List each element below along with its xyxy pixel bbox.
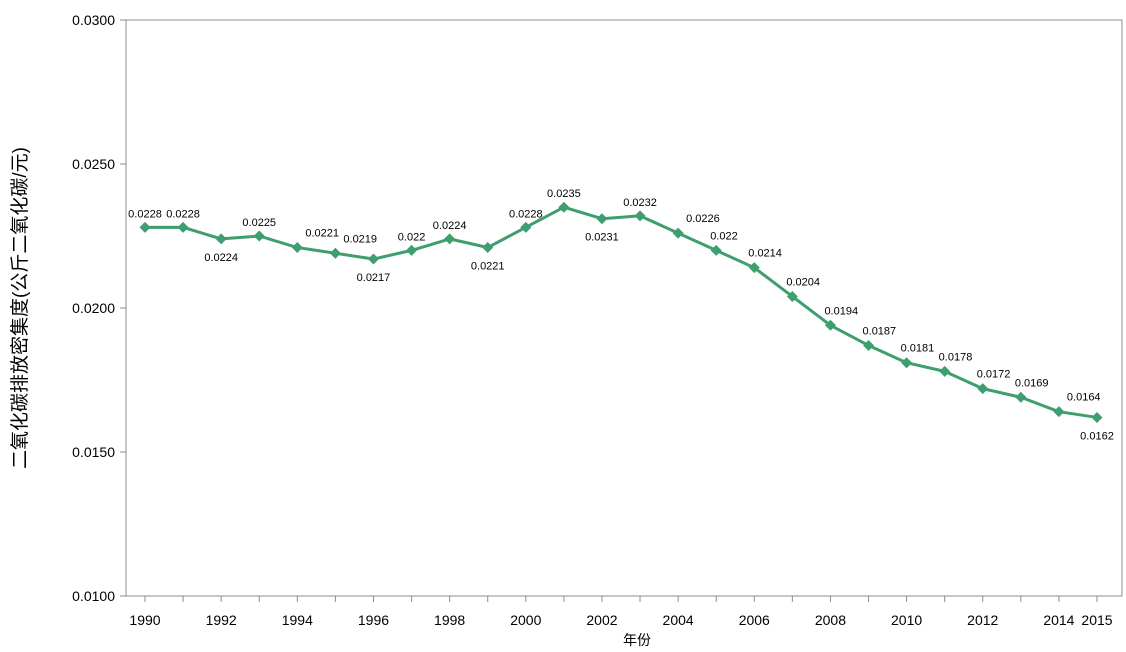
data-point: [1015, 391, 1027, 403]
data-point: [139, 221, 151, 233]
data-label: 0.0228: [509, 208, 543, 220]
data-point: [329, 247, 341, 259]
data-label: 0.0225: [242, 217, 276, 229]
data-point: [1091, 411, 1103, 423]
y-axis: 0.0100 0.0150 0.0200 0.0250 0.0300: [72, 12, 126, 604]
data-label: 0.0221: [471, 261, 505, 273]
y-tick-label: 0.0250: [72, 156, 115, 172]
data-point: [977, 383, 989, 395]
data-point: [596, 213, 608, 225]
data-point: [253, 230, 265, 242]
x-tick-label: 2004: [663, 612, 694, 628]
data-point: [215, 233, 227, 245]
data-point: [482, 242, 494, 254]
data-label: 0.0214: [748, 248, 782, 260]
data-label: 0.0219: [343, 233, 377, 245]
data-label: 0.0228: [166, 208, 200, 220]
x-axis-title: 年份: [623, 632, 651, 648]
x-tick-label: 2010: [891, 612, 922, 628]
data-label: 0.0181: [901, 343, 935, 355]
data-label: 0.0228: [128, 208, 162, 220]
data-point: [863, 339, 875, 351]
x-tick-label: 2000: [510, 612, 541, 628]
data-point: [558, 201, 570, 213]
data-point: [634, 210, 646, 222]
data-label: 0.0217: [357, 272, 391, 284]
data-point: [710, 244, 722, 256]
series-line: [145, 205, 1098, 419]
x-tick-label: 1998: [434, 612, 465, 628]
data-point: [406, 244, 418, 256]
data-label: 0.0221: [305, 228, 339, 240]
x-tick-label: 2012: [967, 612, 998, 628]
data-point: [824, 319, 836, 331]
data-point: [748, 262, 760, 274]
data-point: [291, 242, 303, 254]
data-label: 0.0204: [786, 276, 820, 288]
plot-area: [125, 19, 1123, 597]
data-labels: 0.0228 0.0228 0.0224 0.0225 0.0221 0.0219 0.02…: [128, 188, 1114, 442]
x-tick-label: 1992: [206, 612, 237, 628]
x-axis: 1990 1992 1994 1996 1998 2000 2002 2004 2006 2008…: [129, 596, 1113, 628]
x-tick-label: 1996: [358, 612, 389, 628]
data-label: 0.0169: [1015, 377, 1049, 389]
data-label: 0.0226: [686, 213, 720, 225]
data-label: 0.022: [710, 230, 738, 242]
data-label: 0.0164: [1067, 392, 1101, 404]
x-tick-label: 1994: [282, 612, 313, 628]
data-point: [177, 221, 189, 233]
y-tick-label: 0.0100: [72, 588, 115, 604]
y-tick-label: 0.0200: [72, 300, 115, 316]
data-point: [367, 253, 379, 265]
data-point: [939, 365, 951, 377]
x-tick-label: 2014: [1043, 612, 1074, 628]
data-label: 0.0162: [1080, 430, 1114, 442]
data-point: [901, 357, 913, 369]
x-tick-label: 2015: [1081, 612, 1112, 628]
data-label: 0.0194: [824, 305, 858, 317]
y-tick-label: 0.0300: [72, 12, 115, 28]
data-point: [444, 233, 456, 245]
x-tick-label: 2006: [739, 612, 770, 628]
data-series: [139, 201, 1103, 423]
y-tick-label: 0.0150: [72, 444, 115, 460]
data-label: 0.0187: [863, 325, 897, 337]
x-tick-label: 2002: [586, 612, 617, 628]
data-label: 0.0172: [977, 369, 1011, 381]
y-axis-title: 二氧化碳排放密集度(公斤二氧化碳/元): [9, 147, 31, 469]
data-label: 0.0178: [939, 351, 973, 363]
data-label: 0.022: [398, 231, 426, 243]
data-point: [1053, 406, 1065, 418]
x-tick-label: 1990: [129, 612, 160, 628]
data-label: 0.0232: [623, 197, 657, 209]
data-point: [672, 227, 684, 239]
data-point: [520, 221, 532, 233]
data-label: 0.0231: [585, 232, 619, 244]
data-label: 0.0224: [204, 252, 238, 264]
data-point: [786, 290, 798, 302]
x-tick-label: 2008: [815, 612, 846, 628]
data-label: 0.0235: [547, 188, 581, 200]
data-label: 0.0224: [433, 220, 467, 232]
